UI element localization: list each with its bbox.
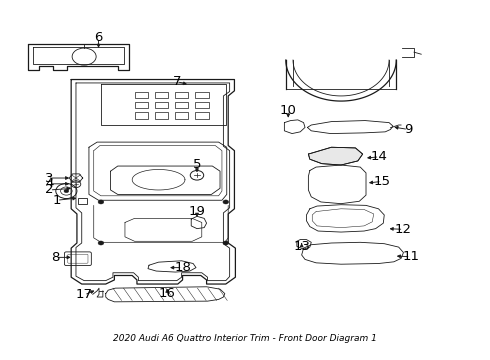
Text: 13: 13 — [293, 240, 310, 253]
Text: 1: 1 — [52, 194, 61, 207]
Text: 17: 17 — [75, 288, 93, 301]
Bar — [195, 92, 209, 98]
Bar — [155, 92, 168, 98]
Bar — [155, 102, 168, 108]
Text: 10: 10 — [280, 104, 296, 117]
Text: 3: 3 — [45, 171, 54, 185]
Bar — [135, 92, 148, 98]
Polygon shape — [308, 147, 363, 165]
Bar — [175, 92, 188, 98]
Text: 12: 12 — [395, 223, 412, 236]
Bar — [78, 198, 87, 204]
Text: 8: 8 — [51, 251, 59, 264]
Bar — [195, 112, 209, 118]
Text: 7: 7 — [172, 75, 181, 88]
Text: 6: 6 — [95, 31, 103, 44]
Text: 14: 14 — [371, 150, 388, 163]
Bar — [195, 102, 209, 108]
Circle shape — [223, 200, 229, 204]
Text: 19: 19 — [189, 205, 205, 218]
Text: 2: 2 — [45, 184, 54, 197]
Bar — [175, 102, 188, 108]
Text: 11: 11 — [402, 250, 419, 263]
Text: 4: 4 — [46, 177, 54, 190]
Text: 2020 Audi A6 Quattro Interior Trim - Front Door Diagram 1: 2020 Audi A6 Quattro Interior Trim - Fro… — [113, 334, 377, 343]
Bar — [155, 112, 168, 118]
Circle shape — [98, 200, 104, 204]
Bar — [135, 112, 148, 118]
Text: 5: 5 — [193, 158, 201, 171]
Circle shape — [98, 241, 104, 245]
Circle shape — [223, 241, 229, 245]
Text: 15: 15 — [373, 175, 391, 188]
Text: 18: 18 — [174, 261, 191, 274]
Bar — [175, 112, 188, 118]
Text: 9: 9 — [404, 123, 413, 136]
Bar — [135, 102, 148, 108]
Circle shape — [64, 189, 69, 193]
Text: 16: 16 — [159, 287, 175, 300]
